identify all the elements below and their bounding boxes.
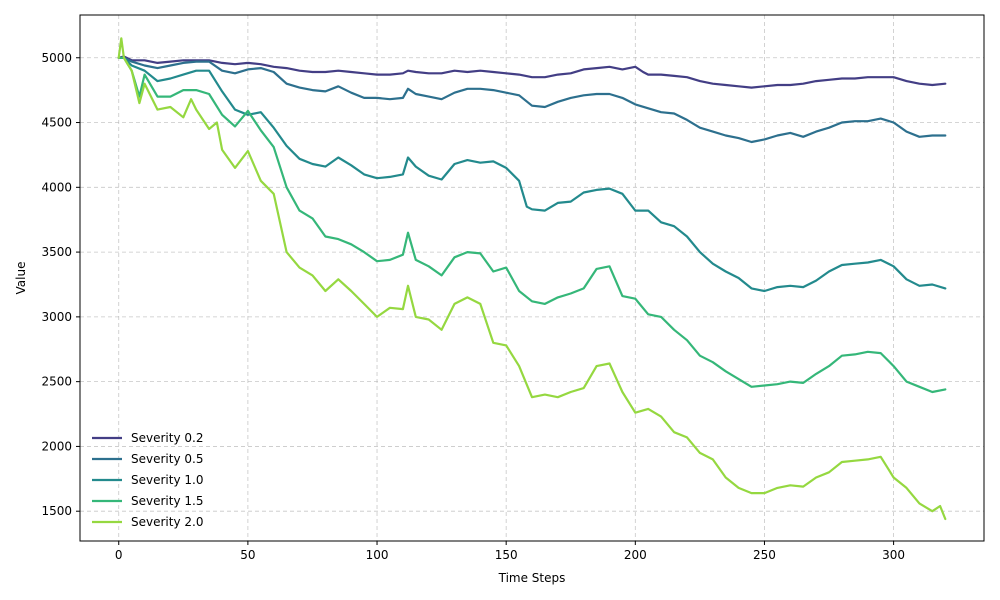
y-tick-label: 1500 [41,504,72,518]
legend: Severity 0.2 Severity 0.5 Severity 1.0 Seve… [92,431,203,529]
series-line-3 [117,56,947,293]
y-tick-label: 2500 [41,375,72,389]
legend-label: Severity 0.2 [131,431,203,445]
y-axis-label: Value [14,262,28,295]
x-tick-label: 100 [366,548,389,562]
legend-label: Severity 2.0 [131,515,203,529]
y-tick-label: 4000 [41,180,72,194]
x-tick-label: 50 [240,548,255,562]
x-tick-label: 150 [495,548,518,562]
y-tick-label: 3000 [41,310,72,324]
legend-label: Severity 1.5 [131,494,203,508]
y-tick-label: 3500 [41,245,72,259]
x-axis-label: Time Steps [498,571,566,585]
y-tick-label: 5000 [41,51,72,65]
legend-label: Severity 1.0 [131,473,203,487]
x-tick-label: 250 [753,548,776,562]
x-tick-label: 0 [115,548,123,562]
x-tick-label: 300 [882,548,905,562]
x-tick-label: 200 [624,548,647,562]
series-lines [117,37,947,521]
y-axis-ticks: 1500 2000 2500 3000 3500 4000 4500 5000 [41,51,80,518]
y-tick-label: 4500 [41,116,72,130]
legend-label: Severity 0.5 [131,452,203,466]
x-axis-ticks: 0 50 100 150 200 250 300 [115,541,905,562]
plot-frame [79,14,985,542]
series-line-1 [117,55,947,89]
series-line-5 [117,37,947,521]
y-tick-label: 2000 [41,439,72,453]
series-line-4 [117,56,947,394]
series-line-2 [117,56,947,144]
